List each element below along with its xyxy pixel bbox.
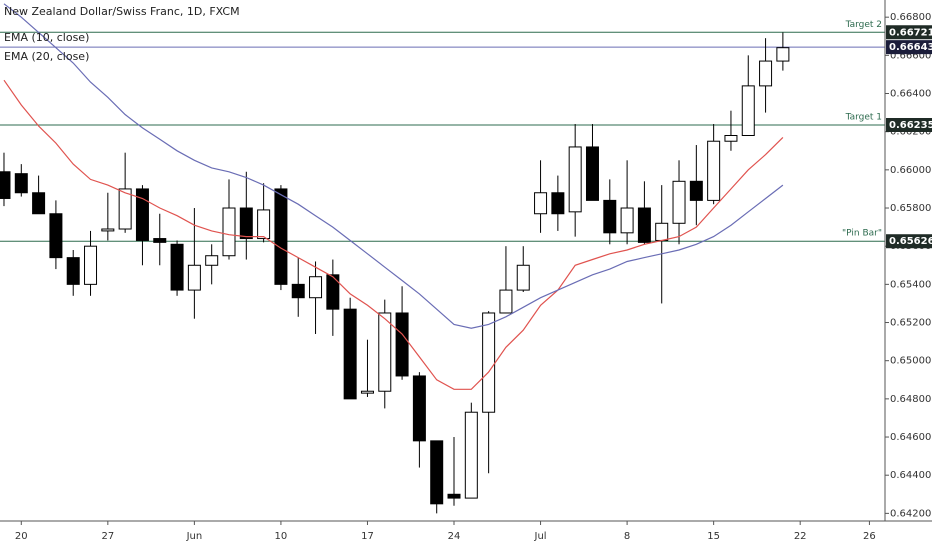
candle-body — [84, 245, 98, 285]
candle-body — [32, 192, 46, 215]
y-tick-label: 0.64800 — [890, 394, 931, 405]
candle-body — [239, 207, 253, 240]
x-tick-label: 24 — [448, 531, 461, 542]
x-tick-label: 22 — [794, 531, 807, 542]
ema-line — [3, 3, 784, 329]
y-tick-label: 0.65000 — [890, 356, 931, 367]
y-tick-label: 0.66000 — [890, 165, 931, 176]
chart-title: New Zealand Dollar/Swiss Franc, 1D, FXCM — [4, 5, 240, 18]
candle-body — [516, 264, 530, 291]
candle-body — [741, 85, 755, 136]
price-label: 0.66235 — [889, 120, 932, 131]
candle-body — [412, 375, 426, 442]
candle-body — [724, 134, 738, 142]
candle-body — [378, 312, 392, 392]
candle-body — [776, 47, 790, 62]
candle-body — [447, 493, 461, 499]
x-tick-label: Jul — [534, 531, 547, 542]
candle-body — [187, 264, 201, 291]
level-label: Target 1 — [845, 113, 882, 123]
candle-body — [551, 192, 565, 215]
candle-body — [205, 255, 219, 266]
candle-body — [14, 173, 28, 194]
candle-body — [482, 312, 496, 413]
ema-line — [3, 79, 784, 390]
candle-body — [534, 192, 548, 215]
y-tick-label: 0.64200 — [890, 508, 931, 519]
x-tick-label: 27 — [101, 531, 114, 542]
candle-body — [257, 209, 271, 240]
candle-body — [274, 188, 288, 285]
y-tick-label: 0.64400 — [890, 470, 931, 481]
y-tick-label: 0.66200 — [890, 127, 931, 138]
candle-body — [309, 276, 323, 299]
indicator-legend: EMA (20, close) — [4, 50, 89, 63]
candle-body — [118, 188, 132, 230]
candle-body — [291, 283, 305, 299]
candle-body — [101, 228, 115, 232]
candle-body — [689, 180, 703, 201]
x-tick-label: 8 — [624, 531, 630, 542]
candle-body — [655, 222, 669, 241]
candle-body — [222, 207, 236, 257]
candle-body — [672, 180, 686, 224]
y-tick-label: 0.66800 — [890, 12, 931, 23]
x-tick-label: 15 — [707, 531, 720, 542]
candle-body — [759, 60, 773, 87]
price-label: 0.66721 — [889, 27, 932, 38]
candle-body — [326, 274, 340, 310]
candle-body — [430, 440, 444, 505]
candle-body — [620, 207, 634, 234]
candle-body — [395, 312, 409, 377]
price-label: 0.65626 — [889, 236, 932, 247]
candle-body — [360, 390, 374, 394]
x-tick-label: 17 — [361, 531, 374, 542]
candle-body — [49, 213, 63, 259]
candle-body — [568, 146, 582, 213]
price-label: 0.66643 — [889, 42, 932, 53]
candle-body — [585, 146, 599, 201]
plot-area — [0, 3, 885, 514]
candle-body — [135, 188, 149, 241]
candle-body — [707, 140, 721, 201]
candle-body — [464, 411, 478, 499]
candle-body — [499, 289, 513, 314]
candle-body — [66, 257, 80, 285]
candle-body — [637, 207, 651, 243]
y-tick-label: 0.66600 — [890, 50, 931, 61]
y-tick-label: 0.64600 — [890, 432, 931, 443]
x-tick-label: 20 — [15, 531, 28, 542]
y-tick-label: 0.65800 — [890, 203, 931, 214]
axes: 0.66800 0.66600 0.66400 0.66200 0.66000 0.658… — [15, 12, 931, 542]
candle-body — [153, 238, 167, 243]
y-tick-label: 0.65400 — [890, 279, 931, 290]
y-tick-label: 0.66400 — [890, 89, 931, 100]
price-label-box — [886, 25, 932, 40]
price-label-box — [886, 40, 932, 55]
x-tick-label: 10 — [275, 531, 288, 542]
indicator-legend: EMA (10, close) — [4, 31, 89, 44]
price-label-box — [886, 118, 932, 133]
candle-body — [0, 171, 11, 199]
candle-body — [170, 243, 184, 291]
price-label-box — [886, 234, 932, 249]
level-label: Target 2 — [845, 20, 882, 30]
x-tick-label: 26 — [863, 531, 876, 542]
candle-body — [603, 199, 617, 234]
x-tick-label: Jun — [186, 531, 203, 542]
level-label: "Pin Bar" — [842, 229, 882, 239]
candle-body — [343, 308, 357, 400]
y-tick-label: 0.65200 — [890, 318, 931, 329]
